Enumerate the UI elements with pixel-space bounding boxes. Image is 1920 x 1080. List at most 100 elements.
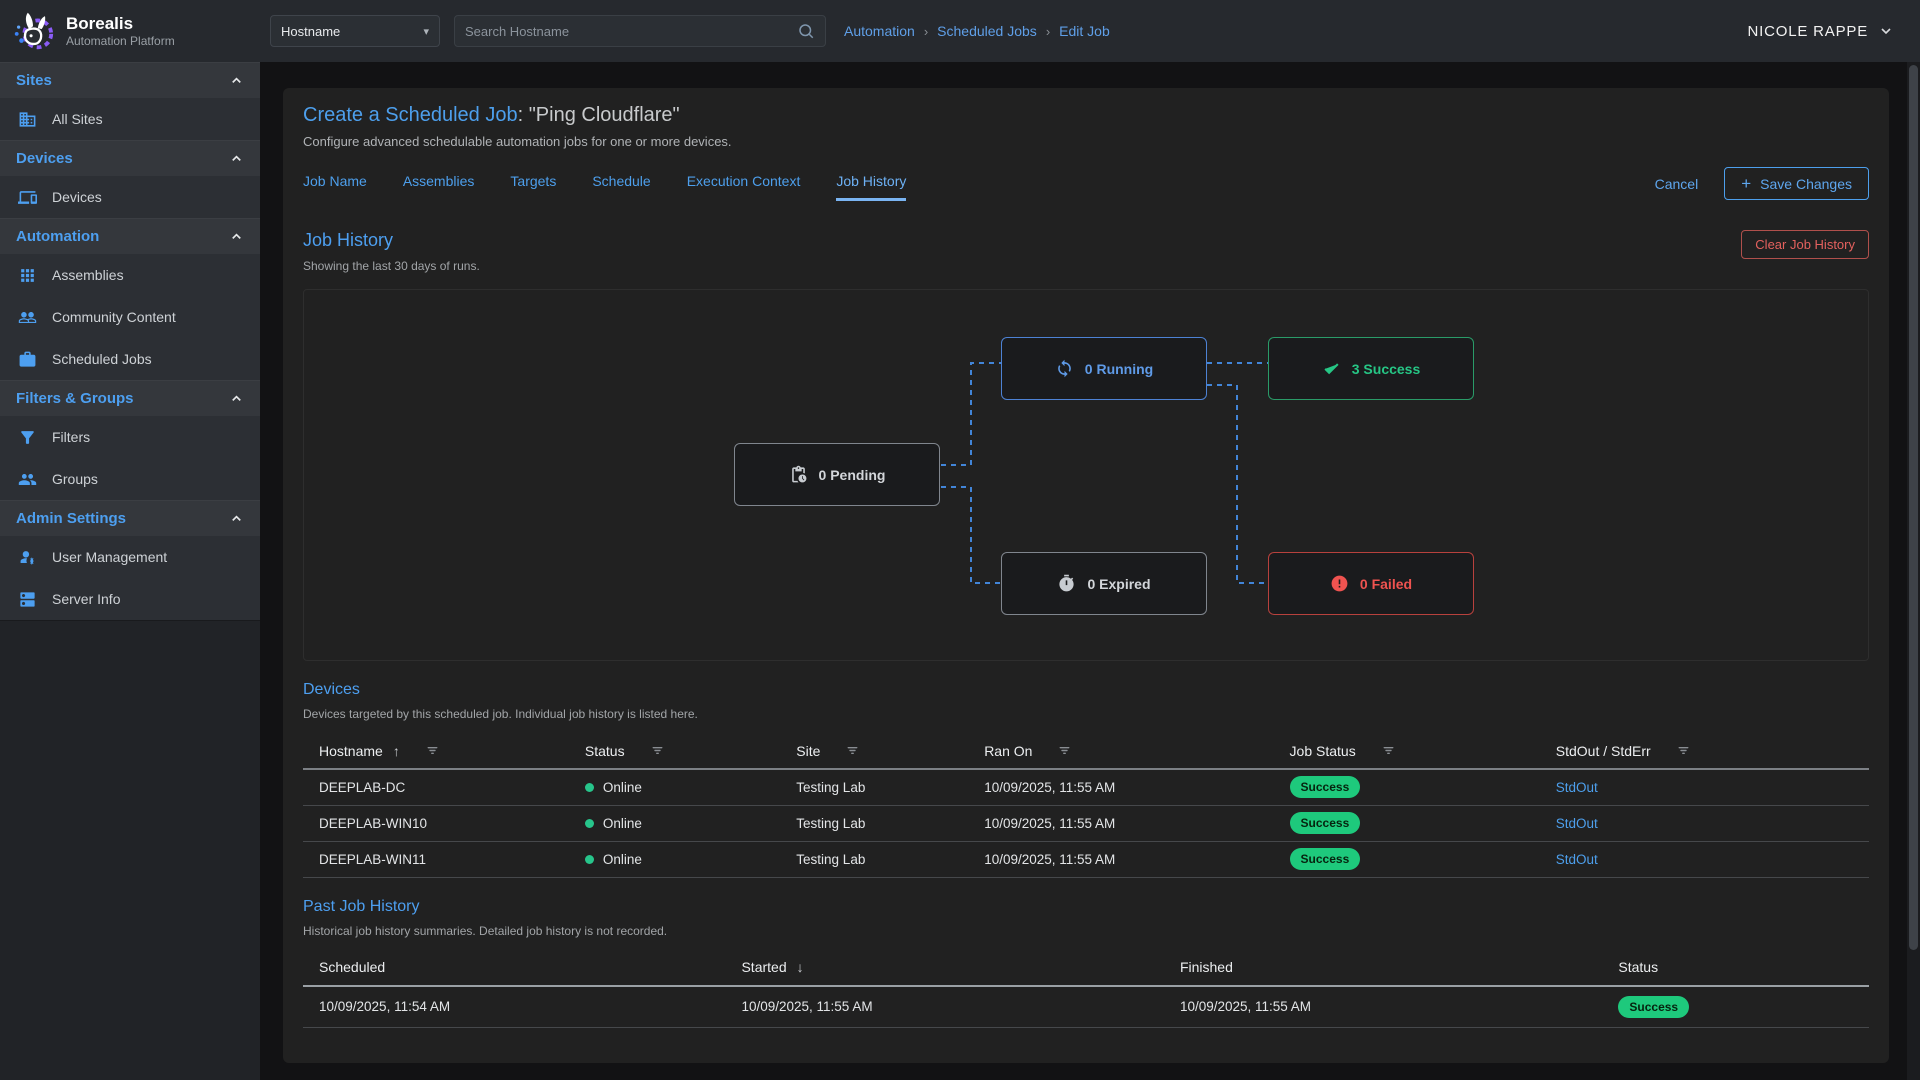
tab-actions: Cancel + Save Changes [1655, 167, 1869, 206]
user-menu[interactable]: NICOLE RAPPE [1748, 23, 1894, 40]
sidebar-item-filters[interactable]: Filters [0, 416, 260, 458]
stdout-link[interactable]: StdOut [1555, 851, 1598, 867]
col-finished[interactable]: Finished [1179, 959, 1233, 975]
stdout-link[interactable]: StdOut [1555, 779, 1598, 795]
hostname-select-value: Hostname [281, 23, 341, 39]
col-site[interactable]: Site [796, 742, 821, 759]
tab-assemblies[interactable]: Assemblies [402, 172, 475, 189]
filter-icon[interactable] [1056, 742, 1073, 759]
flow-box-expired: 0 Expired [1001, 552, 1207, 615]
sidebar-item-label: Server Info [52, 591, 121, 607]
clear-job-history-button[interactable]: Clear Job History [1741, 230, 1869, 259]
filter-icon[interactable] [1675, 742, 1692, 759]
sidebar-section-devices[interactable]: Devices [0, 140, 260, 176]
job-status-flow-diagram: 0 Pending 0 Running 3 Success 0 Expired … [303, 289, 1869, 661]
sidebar-item-groups[interactable]: Groups [0, 458, 260, 500]
user-gear-icon [20, 550, 34, 565]
tab-targets[interactable]: Targets [510, 172, 557, 189]
filter-icon[interactable] [649, 742, 666, 759]
job-status-cell: Success [1289, 805, 1556, 842]
hostname-select[interactable]: Hostname ▾ [270, 15, 440, 47]
table-row[interactable]: DEEPLAB-WIN11 Online Testing Lab 10/09/2… [303, 841, 1869, 878]
col-job-status[interactable]: Job Status [1289, 742, 1356, 759]
sidebar-item-assemblies[interactable]: Assemblies [0, 254, 260, 296]
filter-icon[interactable] [1380, 742, 1397, 759]
sidebar-item-scheduled-jobs[interactable]: Scheduled Jobs [0, 338, 260, 380]
page-title: Create a Scheduled Job: "Ping Cloudflare… [303, 104, 1869, 127]
chevron-down-icon [1881, 28, 1891, 35]
past-history-header-row: Scheduled Started ↓ Finished Status [303, 949, 1869, 987]
breadcrumb-edit-job[interactable]: Edit Job [1059, 23, 1110, 39]
sort-desc-icon[interactable]: ↓ [796, 959, 804, 975]
flow-box-success: 3 Success [1268, 337, 1474, 400]
main-content: Create a Scheduled Job: "Ping Cloudflare… [260, 62, 1920, 1080]
vertical-scrollbar[interactable] [1907, 62, 1920, 1080]
status-badge: Success [1289, 812, 1361, 834]
finished-cell: 10/09/2025, 11:55 AM [1179, 985, 1619, 1028]
ran-on-cell: 10/09/2025, 11:55 AM [984, 841, 1290, 878]
stdout-link[interactable]: StdOut [1555, 815, 1598, 831]
sort-asc-icon[interactable]: ↑ [392, 742, 400, 759]
online-dot-icon [584, 782, 594, 792]
timer-icon [1059, 574, 1075, 592]
online-dot-icon [584, 818, 594, 828]
col-hostname[interactable]: Hostname [319, 742, 383, 759]
table-row[interactable]: DEEPLAB-DC Online Testing Lab 10/09/2025… [303, 769, 1869, 806]
people-icon [18, 311, 37, 323]
col-ran-on[interactable]: Ran On [984, 742, 1033, 759]
grid-icon [21, 268, 34, 282]
check-icon [1324, 363, 1339, 375]
sidebar-item-user-management[interactable]: User Management [0, 536, 260, 578]
col-status[interactable]: Status [1618, 959, 1659, 975]
save-changes-button[interactable]: + Save Changes [1724, 167, 1869, 200]
flow-success-label: 3 Success [1351, 360, 1421, 377]
past-history-table: Scheduled Started ↓ Finished Status 10/09… [303, 949, 1869, 1028]
breadcrumb-automation[interactable]: Automation [844, 23, 915, 39]
sidebar-filler [0, 620, 260, 1080]
section-label: Automation [16, 228, 100, 245]
sidebar-item-all-sites[interactable]: All Sites [0, 98, 260, 140]
sidebar-section-filters-groups[interactable]: Filters & Groups [0, 380, 260, 416]
sidebar-item-server-info[interactable]: Server Info [0, 578, 260, 620]
sidebar-section-admin-settings[interactable]: Admin Settings [0, 500, 260, 536]
col-started[interactable]: Started [741, 959, 787, 975]
flow-box-failed: 0 Failed [1268, 552, 1474, 615]
filter-icon[interactable] [424, 742, 441, 759]
table-row[interactable]: DEEPLAB-WIN10 Online Testing Lab 10/09/2… [303, 805, 1869, 842]
chevron-up-icon [232, 77, 241, 83]
filter-icon[interactable] [844, 742, 861, 759]
search-box[interactable] [454, 15, 826, 47]
col-scheduled[interactable]: Scheduled [319, 959, 386, 975]
clipboard-clock-icon [791, 465, 806, 483]
briefcase-icon [19, 351, 36, 367]
rabbit-logo-icon [14, 12, 54, 50]
flow-expired-label: 0 Expired [1087, 575, 1151, 592]
started-cell: 10/09/2025, 11:55 AM [741, 985, 1180, 1028]
plus-icon: + [1741, 174, 1752, 193]
sidebar-item-devices[interactable]: Devices [0, 176, 260, 218]
tab-schedule[interactable]: Schedule [592, 172, 651, 189]
sidebar-section-sites[interactable]: Sites [0, 62, 260, 98]
tab-execution-context[interactable]: Execution Context [686, 172, 801, 189]
section-label: Devices [16, 150, 73, 167]
tab-job-history[interactable]: Job History [836, 173, 907, 201]
breadcrumb-separator: › [1045, 23, 1051, 39]
col-status[interactable]: Status [584, 742, 625, 759]
search-input[interactable] [465, 23, 797, 39]
groups-icon [18, 473, 37, 485]
hostname-cell: DEEPLAB-WIN11 [303, 841, 585, 878]
search-icon[interactable] [797, 22, 815, 40]
user-name: NICOLE RAPPE [1747, 22, 1868, 40]
cancel-button[interactable]: Cancel [1654, 175, 1699, 192]
flow-box-running: 0 Running [1001, 337, 1207, 400]
devices-subtitle: Devices targeted by this scheduled job. … [303, 707, 698, 721]
breadcrumb-scheduled-jobs[interactable]: Scheduled Jobs [937, 23, 1037, 39]
tab-job-name[interactable]: Job Name [303, 172, 367, 189]
brand-name: Borealis [66, 14, 134, 34]
sidebar-section-automation[interactable]: Automation [0, 218, 260, 254]
col-stdout-stderr[interactable]: StdOut / StdErr [1555, 742, 1651, 759]
status-cell: Success [1618, 985, 1869, 1028]
sidebar-item-community-content[interactable]: Community Content [0, 296, 260, 338]
scrollbar-thumb[interactable] [1909, 65, 1918, 950]
table-row[interactable]: 10/09/2025, 11:54 AM 10/09/2025, 11:55 A… [303, 985, 1869, 1028]
